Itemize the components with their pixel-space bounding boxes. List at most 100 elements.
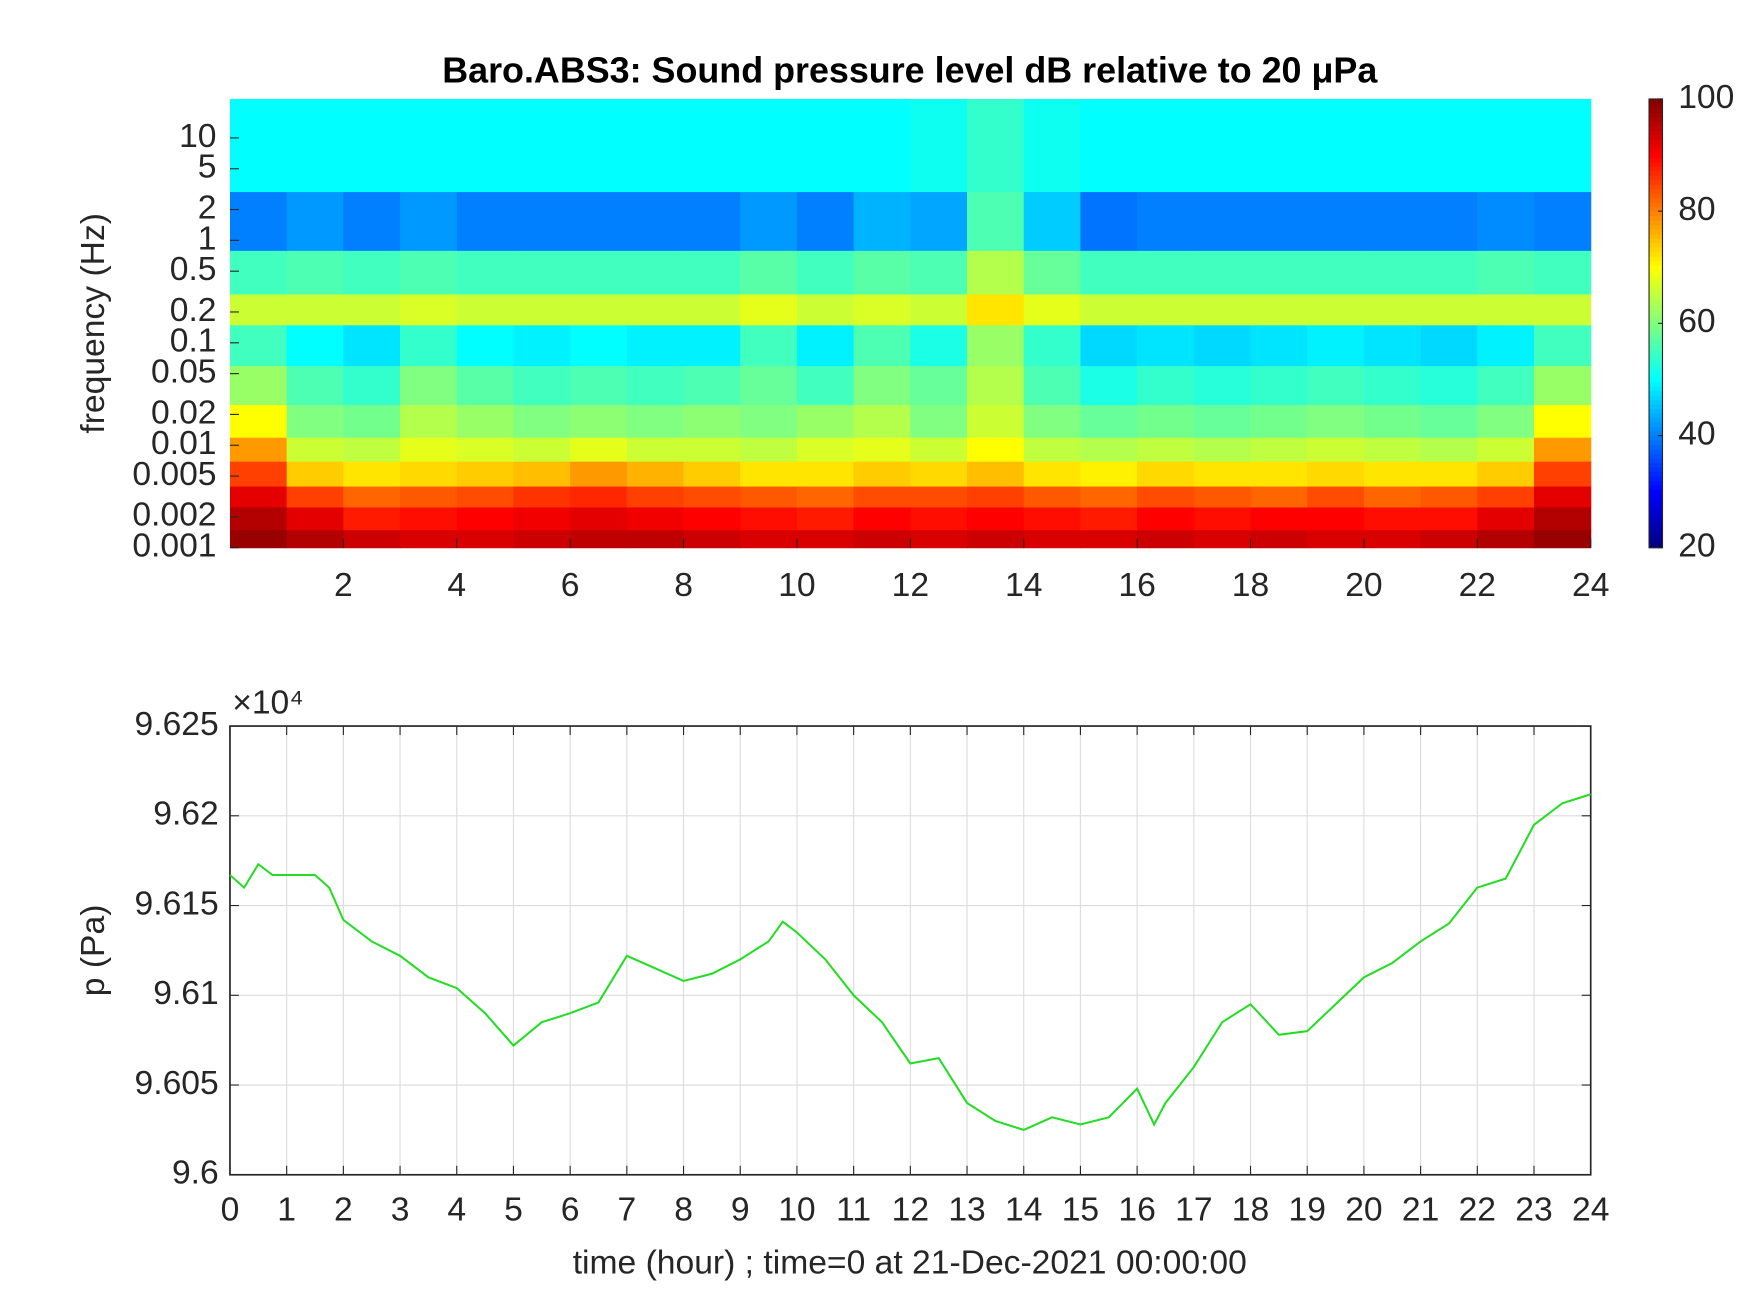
heat-cell [1477, 529, 1535, 549]
x-tick-label: 13 [948, 1192, 985, 1229]
y-tick-label: 0.05 [151, 354, 216, 391]
heat-cell [1250, 191, 1308, 251]
heat-cell [910, 293, 968, 326]
heat-cell [910, 486, 968, 508]
heat-cell [1363, 250, 1422, 295]
heat-cell [853, 250, 911, 295]
heat-cell [229, 250, 288, 295]
colorbar-swatch [1649, 282, 1663, 288]
colorbar-swatch [1649, 345, 1663, 351]
heat-cell [229, 365, 288, 406]
x-tick-label: 20 [1345, 1192, 1382, 1229]
colorbar-swatch [1649, 466, 1663, 472]
heat-cell [967, 250, 1025, 295]
heat-cell [1137, 191, 1195, 251]
heat-cell [1420, 98, 1478, 193]
heat-cell [967, 486, 1025, 508]
heat-cell [1420, 437, 1478, 462]
x-tick-label: 14 [1005, 567, 1042, 604]
heat-cell [1193, 98, 1252, 193]
heat-cell [1080, 506, 1138, 531]
heat-cell [456, 486, 515, 508]
heat-cell [456, 191, 515, 251]
heat-cell [400, 529, 458, 549]
colorbar-swatch [1649, 256, 1663, 262]
heat-cell [1137, 324, 1195, 367]
colorbar-swatch [1649, 457, 1663, 463]
heat-cell [910, 404, 968, 438]
heat-cell [229, 191, 288, 251]
heat-cell [1534, 324, 1592, 367]
colorbar-swatch [1649, 161, 1663, 167]
heat-cell [1477, 191, 1535, 251]
heat-cell [1023, 324, 1081, 367]
heat-cell [683, 437, 741, 462]
heat-cell [456, 365, 515, 406]
colorbar-swatch [1649, 511, 1663, 517]
heat-cell [1307, 506, 1365, 531]
heat-cell [796, 191, 855, 251]
heat-cell [1137, 529, 1195, 549]
colorbar-swatch [1649, 202, 1663, 208]
x-axis-label: time (hour) ; time=0 at 21-Dec-2021 00:0… [573, 1244, 1247, 1281]
colorbar-swatch [1649, 309, 1663, 315]
heat-cell [1023, 506, 1081, 531]
x-tick-label: 17 [1175, 1192, 1212, 1229]
heat-cell [1307, 324, 1365, 367]
heat-cell [1250, 324, 1308, 367]
colorbar-swatch [1649, 242, 1663, 248]
colorbar-swatch [1649, 278, 1663, 284]
heat-cell [456, 506, 515, 531]
x-tick-label: 9 [731, 1192, 750, 1229]
colorbar-swatch [1649, 314, 1663, 320]
x-tick-label: 19 [1289, 1192, 1326, 1229]
heat-cell [570, 293, 628, 326]
colorbar-swatch [1649, 404, 1663, 410]
colorbar-swatch [1649, 471, 1663, 477]
heat-cell [229, 324, 288, 367]
heat-cell [967, 98, 1025, 193]
heat-cell [1250, 486, 1308, 508]
heat-cell [1534, 98, 1592, 193]
colorbar-swatch [1649, 287, 1663, 293]
colorbar-swatch [1649, 98, 1663, 105]
colorbar-swatch [1649, 188, 1663, 194]
heat-cell [853, 461, 911, 487]
y-tick-label: 5 [198, 149, 217, 186]
heat-cell [1307, 365, 1365, 406]
x-tick-label: 22 [1459, 567, 1496, 604]
colorbar-swatch [1649, 413, 1663, 419]
heat-cell [1193, 191, 1252, 251]
colorbar-tick-label: 100 [1678, 79, 1734, 116]
heat-cell [513, 293, 571, 326]
heat-cell [1023, 191, 1081, 251]
heat-cell [1080, 98, 1138, 193]
heat-cell [910, 529, 968, 549]
heat-cell [1080, 404, 1138, 438]
heat-cell [343, 250, 401, 295]
heat-cell [796, 437, 855, 462]
heat-cell [1477, 437, 1535, 462]
heat-cell [1363, 191, 1422, 251]
heat-cell [513, 98, 571, 193]
x-tick-label: 23 [1515, 1192, 1552, 1229]
heat-cell [1477, 404, 1535, 438]
heat-cell [853, 324, 911, 367]
heat-cell [967, 324, 1025, 367]
heat-cell [513, 191, 571, 251]
colorbar-swatch [1649, 327, 1663, 333]
heat-cell [1080, 529, 1138, 549]
x-tick-label: 12 [892, 1192, 929, 1229]
heat-cell [796, 404, 855, 438]
heat-cell [1534, 437, 1592, 462]
colorbar-swatch [1649, 431, 1663, 437]
colorbar-swatch [1649, 453, 1663, 459]
heat-cell [740, 324, 798, 367]
heat-cell [1307, 191, 1365, 251]
heat-cell [1023, 529, 1081, 549]
colorbar-swatch [1649, 363, 1663, 369]
heat-cell [1534, 486, 1592, 508]
colorbar-swatch [1649, 516, 1663, 522]
colorbar-swatch [1649, 215, 1663, 221]
heat-cell [626, 250, 685, 295]
